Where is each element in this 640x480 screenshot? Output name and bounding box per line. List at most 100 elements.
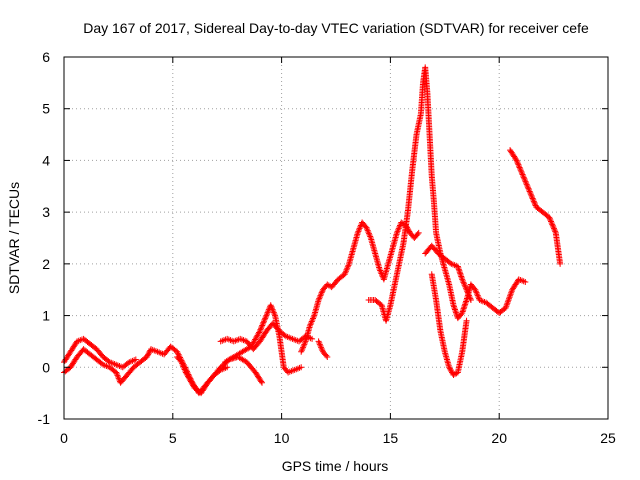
data-point bbox=[548, 219, 555, 226]
data-point bbox=[256, 329, 263, 336]
x-tick-label: 10 bbox=[274, 430, 290, 446]
data-point bbox=[262, 315, 269, 322]
data-point bbox=[178, 359, 185, 366]
y-tick-label: 4 bbox=[42, 152, 50, 168]
y-axis-label: SDTVAR / TECUs bbox=[6, 182, 22, 294]
data-point bbox=[114, 372, 121, 379]
data-point bbox=[552, 228, 559, 235]
data-point bbox=[517, 167, 524, 174]
data-point bbox=[269, 306, 276, 313]
data-point bbox=[309, 335, 316, 342]
data-point bbox=[530, 198, 537, 205]
data-point bbox=[263, 311, 270, 318]
data-point bbox=[367, 233, 374, 240]
data-point bbox=[395, 226, 402, 233]
data-point bbox=[466, 294, 473, 301]
data-point bbox=[514, 158, 521, 165]
data-point bbox=[364, 227, 371, 234]
data-point bbox=[258, 378, 265, 385]
data-point bbox=[145, 350, 152, 357]
x-tick-label: 15 bbox=[383, 430, 399, 446]
data-point bbox=[180, 365, 187, 372]
data-point bbox=[550, 224, 557, 231]
data-point bbox=[515, 161, 522, 168]
data-point bbox=[174, 350, 181, 357]
data-point bbox=[515, 163, 522, 170]
data-point bbox=[318, 345, 325, 352]
x-tick-label: 20 bbox=[491, 430, 507, 446]
data-point bbox=[268, 305, 275, 312]
data-point bbox=[183, 370, 190, 377]
data-point bbox=[179, 362, 186, 369]
data-point bbox=[523, 181, 530, 188]
data-point bbox=[185, 373, 192, 380]
data-point bbox=[474, 292, 481, 299]
data-point bbox=[315, 338, 322, 345]
data-point bbox=[300, 344, 307, 351]
data-point bbox=[309, 317, 316, 324]
data-point bbox=[323, 352, 330, 359]
data-point bbox=[257, 326, 264, 333]
data-point bbox=[306, 322, 313, 329]
data-point bbox=[342, 269, 349, 276]
data-point bbox=[526, 187, 533, 194]
data-point bbox=[532, 201, 539, 208]
data-point bbox=[180, 363, 187, 370]
data-point bbox=[463, 317, 470, 324]
data-point bbox=[260, 318, 267, 325]
data-point bbox=[550, 225, 557, 232]
data-point bbox=[179, 360, 186, 367]
data-point bbox=[415, 229, 422, 236]
data-point bbox=[260, 319, 267, 326]
y-tick-label: 1 bbox=[42, 308, 50, 324]
data-point bbox=[467, 297, 474, 304]
data-point bbox=[460, 279, 467, 286]
y-tick-label: 6 bbox=[42, 49, 50, 65]
data-point bbox=[523, 179, 530, 186]
data-point bbox=[318, 289, 325, 296]
data-point bbox=[187, 378, 194, 385]
data-points bbox=[61, 64, 564, 397]
data-point bbox=[376, 266, 383, 273]
data-point bbox=[459, 276, 466, 283]
data-point bbox=[263, 312, 270, 319]
grid-lines bbox=[64, 57, 608, 419]
data-point bbox=[462, 283, 469, 290]
data-point bbox=[258, 323, 265, 330]
data-point bbox=[145, 351, 152, 358]
data-point bbox=[259, 379, 266, 386]
y-tick-label: -1 bbox=[38, 411, 51, 427]
data-point bbox=[546, 215, 553, 222]
data-point bbox=[526, 188, 533, 195]
data-point bbox=[513, 157, 520, 164]
data-point bbox=[472, 288, 479, 295]
data-point bbox=[316, 339, 323, 346]
data-point bbox=[262, 313, 269, 320]
data-point bbox=[525, 185, 532, 192]
data-point bbox=[342, 268, 349, 275]
data-point bbox=[459, 277, 466, 284]
data-point bbox=[461, 282, 468, 289]
data-point bbox=[466, 292, 473, 299]
data-point bbox=[465, 291, 472, 298]
data-point bbox=[514, 160, 521, 167]
data-point bbox=[259, 322, 266, 329]
data-point bbox=[522, 278, 529, 285]
data-point bbox=[522, 178, 529, 185]
data-point bbox=[186, 375, 193, 382]
data-point bbox=[447, 366, 454, 373]
data-point bbox=[446, 364, 453, 371]
data-point bbox=[414, 231, 421, 238]
data-point bbox=[527, 189, 534, 196]
series-sdtvar bbox=[61, 64, 564, 397]
data-point bbox=[547, 217, 554, 224]
data-point bbox=[132, 356, 139, 363]
data-point bbox=[181, 366, 188, 373]
data-point bbox=[463, 286, 470, 293]
data-point bbox=[521, 177, 528, 184]
x-tick-label: 0 bbox=[60, 430, 68, 446]
data-point bbox=[318, 344, 325, 351]
data-point bbox=[521, 175, 528, 182]
data-point bbox=[345, 262, 352, 269]
